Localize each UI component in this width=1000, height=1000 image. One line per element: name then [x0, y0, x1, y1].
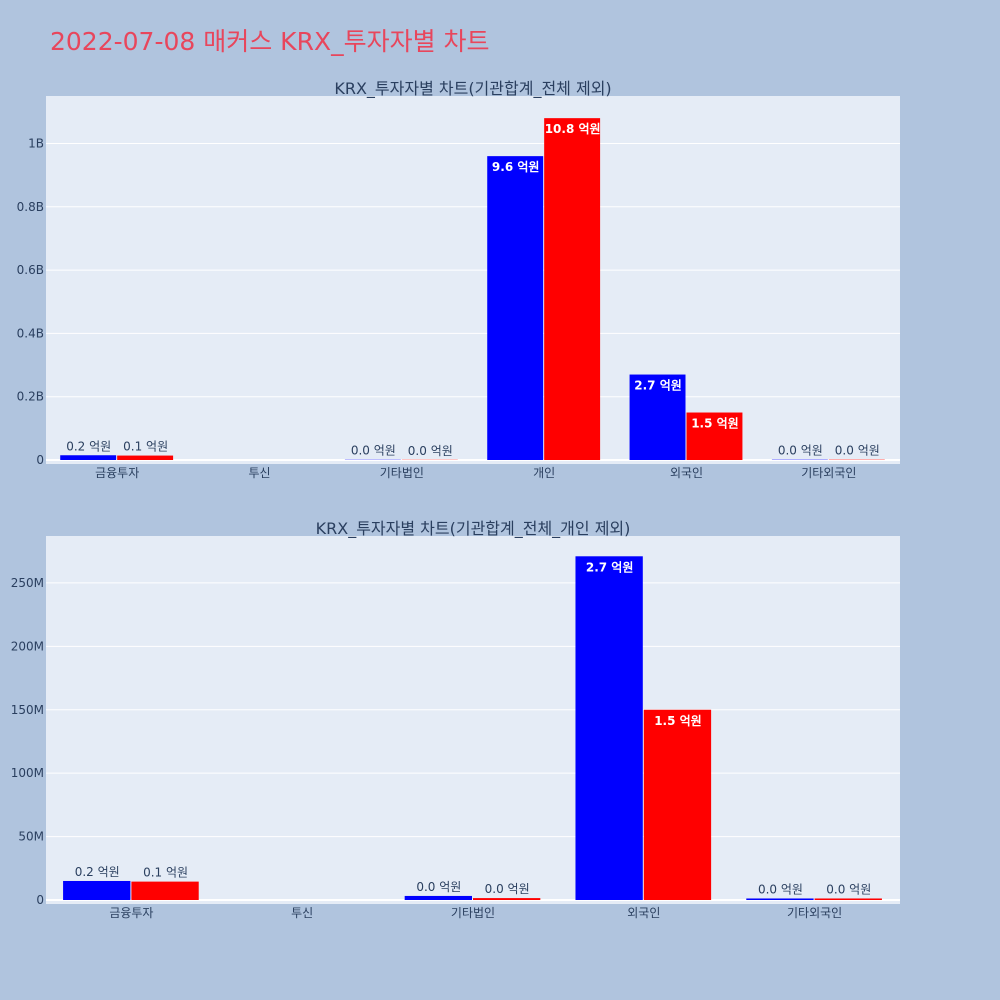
- bar: [131, 881, 199, 900]
- bar: [746, 898, 814, 900]
- y-tick-label: 0: [36, 893, 44, 907]
- data-label: 0.2 억원: [66, 439, 111, 453]
- x-tick-label: 금융투자: [95, 466, 139, 480]
- data-label: 0.2 억원: [75, 865, 120, 879]
- data-label: 0.0 억원: [835, 444, 880, 458]
- x-tick-label: 금융투자: [109, 906, 153, 920]
- page-title: 2022-07-08 매커스 KRX_투자자별 차트: [50, 27, 490, 56]
- bar: [117, 455, 174, 460]
- y-tick-label: 0.2B: [17, 390, 44, 404]
- data-label: 2.7 억원: [634, 379, 682, 393]
- bar: [487, 156, 544, 460]
- y-tick-label: 100M: [11, 766, 44, 780]
- data-label: 1.5 억원: [654, 714, 702, 728]
- x-tick-label: 투신: [291, 906, 313, 920]
- data-label: 0.0 억원: [416, 880, 461, 894]
- y-tick-label: 0.4B: [17, 326, 44, 340]
- y-tick-label: 250M: [11, 576, 44, 590]
- chart-panel-top: 0 0.2B 0.4B 0.6B 0.8B 1B KRX_투자자별 차트(기관합계_전체 제…: [17, 79, 900, 480]
- data-label: 2.7 억원: [586, 560, 634, 574]
- data-label: 0.0 억원: [485, 882, 530, 896]
- y-tick-label: 50M: [18, 830, 44, 844]
- bar: [404, 895, 472, 900]
- data-label: 0.0 억원: [778, 444, 823, 458]
- y-tick-label: 200M: [11, 639, 44, 653]
- data-label: 0.0 억원: [758, 882, 803, 896]
- x-tick-label: 개인: [533, 466, 555, 480]
- bar: [643, 709, 712, 900]
- y-tick-label: 0.6B: [17, 263, 44, 277]
- x-tick-label: 외국인: [670, 466, 703, 480]
- data-label: 10.8 억원: [545, 122, 601, 136]
- bar: [814, 898, 882, 900]
- data-label: 0.0 억원: [408, 444, 453, 458]
- x-tick-label: 투신: [248, 466, 270, 480]
- chart-panel-bottom: 0 50M 100M 150M 200M 250M KRX_투자자별 차트(기관합계_전체_…: [11, 519, 900, 920]
- bar: [473, 898, 541, 900]
- bar: [63, 880, 131, 900]
- data-label: 0.1 억원: [143, 866, 188, 880]
- data-label: 1.5 억원: [691, 417, 739, 431]
- bar: [575, 556, 643, 900]
- x-tick-label: 기타외국인: [801, 466, 856, 480]
- chart-title: KRX_투자자별 차트(기관합계_전체 제외): [334, 79, 611, 99]
- data-label: 9.6 억원: [492, 160, 540, 174]
- bar: [629, 374, 686, 460]
- y-tick-label: 0.8B: [17, 200, 44, 214]
- y-tick-label: 1B: [28, 136, 44, 150]
- data-label: 0.1 억원: [123, 440, 168, 454]
- plot-area: [46, 96, 900, 464]
- x-tick-label: 외국인: [627, 906, 660, 920]
- bar: [60, 455, 117, 460]
- plot-area: [46, 536, 900, 904]
- x-tick-label: 기타법인: [451, 906, 495, 920]
- data-label: 0.0 억원: [351, 444, 396, 458]
- y-tick-label: 0: [36, 453, 44, 467]
- y-tick-label: 150M: [11, 703, 44, 717]
- data-label: 0.0 억원: [826, 882, 871, 896]
- bar: [686, 412, 743, 460]
- x-tick-label: 기타외국인: [787, 906, 842, 920]
- chart-title: KRX_투자자별 차트(기관합계_전체_개인 제외): [316, 519, 631, 539]
- bar: [544, 118, 601, 460]
- x-tick-label: 기타법인: [380, 466, 424, 480]
